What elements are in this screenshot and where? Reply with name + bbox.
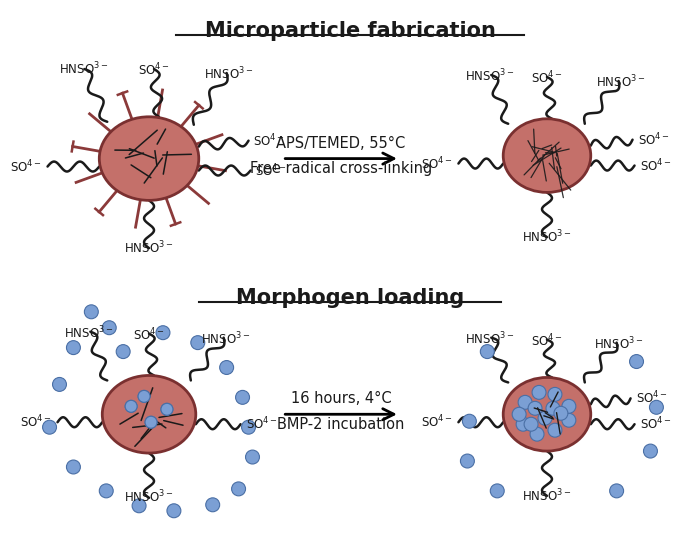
Text: HNSO$^{3-}$: HNSO$^{3-}$ — [522, 487, 572, 504]
Circle shape — [220, 361, 234, 375]
Circle shape — [518, 395, 532, 409]
Text: HNSO$^{3-}$: HNSO$^{3-}$ — [465, 331, 514, 348]
Text: SO$^{4-}$: SO$^{4-}$ — [246, 416, 277, 433]
Circle shape — [138, 390, 150, 402]
Circle shape — [650, 400, 664, 414]
Circle shape — [548, 423, 562, 437]
Text: APS/TEMED, 55°C: APS/TEMED, 55°C — [276, 136, 406, 150]
Text: HNSO$^{3-}$: HNSO$^{3-}$ — [594, 336, 643, 352]
Circle shape — [524, 417, 538, 431]
Text: SO$^{4-}$: SO$^{4-}$ — [10, 158, 41, 175]
Circle shape — [145, 416, 157, 428]
Circle shape — [554, 406, 568, 420]
Text: Free radical cross-linking: Free radical cross-linking — [250, 161, 432, 176]
Text: SO$^{4-}$: SO$^{4-}$ — [421, 414, 452, 431]
Text: HNSO$^{3-}$: HNSO$^{3-}$ — [125, 489, 174, 506]
Text: SO$^{4-}$: SO$^{4-}$ — [531, 333, 563, 349]
Circle shape — [138, 390, 150, 402]
Text: SO$^{4-}$: SO$^{4-}$ — [20, 414, 52, 431]
Circle shape — [161, 403, 173, 415]
Text: SO$^{4-}$: SO$^{4-}$ — [640, 416, 671, 433]
Circle shape — [116, 345, 130, 358]
Circle shape — [562, 413, 576, 427]
Text: SO$^{4-}$: SO$^{4-}$ — [638, 131, 669, 148]
Circle shape — [43, 420, 57, 434]
Circle shape — [480, 345, 494, 358]
Text: HNSO$^{3-}$: HNSO$^{3-}$ — [465, 68, 514, 85]
Circle shape — [490, 484, 504, 498]
Circle shape — [52, 377, 66, 392]
Text: Morphogen loading: Morphogen loading — [236, 288, 464, 308]
Text: SO$^{4-}$: SO$^{4-}$ — [421, 155, 452, 172]
Circle shape — [167, 504, 181, 517]
Circle shape — [528, 401, 542, 415]
Circle shape — [125, 400, 137, 412]
Text: HNSO$^{3-}$: HNSO$^{3-}$ — [64, 325, 113, 342]
Ellipse shape — [503, 119, 591, 192]
Circle shape — [530, 427, 544, 441]
Circle shape — [156, 326, 170, 340]
Circle shape — [538, 411, 552, 425]
Circle shape — [145, 416, 157, 428]
Text: SO$^{4-}$: SO$^{4-}$ — [531, 70, 563, 87]
Text: HNSO$^{3-}$: HNSO$^{3-}$ — [204, 66, 253, 83]
Circle shape — [241, 420, 255, 434]
Text: SO$^{4-}$: SO$^{4-}$ — [253, 132, 285, 149]
Ellipse shape — [99, 117, 199, 200]
Circle shape — [546, 401, 560, 415]
Circle shape — [206, 498, 220, 512]
Circle shape — [610, 484, 624, 498]
Text: HNSO$^{3-}$: HNSO$^{3-}$ — [201, 331, 251, 348]
Circle shape — [246, 450, 260, 464]
Circle shape — [191, 336, 204, 350]
Circle shape — [66, 460, 80, 474]
Text: HNSO$^{3-}$: HNSO$^{3-}$ — [522, 229, 572, 245]
Circle shape — [161, 403, 173, 415]
Text: Microparticle fabrication: Microparticle fabrication — [204, 21, 496, 41]
Circle shape — [125, 400, 137, 412]
Circle shape — [548, 387, 562, 401]
Text: SO$^{4-}$: SO$^{4-}$ — [138, 62, 170, 79]
Circle shape — [463, 414, 477, 428]
Text: HNSO$^{3-}$: HNSO$^{3-}$ — [59, 61, 108, 78]
Circle shape — [512, 407, 526, 421]
Circle shape — [562, 399, 576, 413]
Text: 16 hours, 4°C: 16 hours, 4°C — [290, 392, 391, 406]
Text: SO$^{4-}$: SO$^{4-}$ — [640, 157, 671, 174]
Ellipse shape — [503, 377, 591, 451]
Circle shape — [643, 444, 657, 458]
Circle shape — [516, 417, 530, 431]
Circle shape — [236, 390, 249, 405]
Circle shape — [232, 482, 246, 496]
Circle shape — [461, 454, 475, 468]
Circle shape — [629, 355, 643, 369]
Text: SO$^{4-}$: SO$^{4-}$ — [256, 162, 287, 179]
Circle shape — [85, 305, 98, 319]
Text: SO$^{4-}$: SO$^{4-}$ — [636, 390, 667, 407]
Text: HNSO$^{3-}$: HNSO$^{3-}$ — [596, 74, 645, 91]
Circle shape — [66, 340, 80, 355]
Circle shape — [532, 386, 546, 399]
Circle shape — [102, 321, 116, 334]
Text: HNSO$^{3-}$: HNSO$^{3-}$ — [125, 239, 174, 256]
Circle shape — [132, 499, 146, 513]
Text: BMP-2 incubation: BMP-2 incubation — [277, 417, 405, 432]
Ellipse shape — [102, 375, 196, 453]
Circle shape — [99, 484, 113, 498]
Text: SO$^{4-}$: SO$^{4-}$ — [133, 327, 165, 343]
